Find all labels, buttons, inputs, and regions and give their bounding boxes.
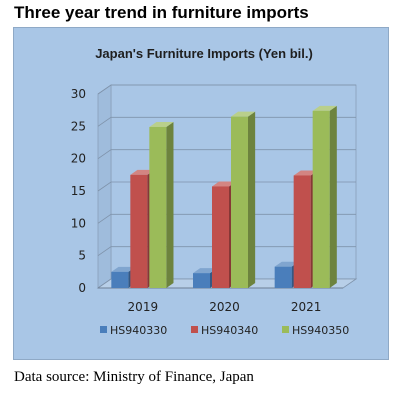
y-tick-label: 20 xyxy=(71,152,86,166)
legend-label: HS940350 xyxy=(292,324,349,337)
bar-top-face xyxy=(312,105,337,111)
legend-label: HS940340 xyxy=(201,324,258,337)
chart-title: Japan's Furniture Imports (Yen bil.) xyxy=(95,46,313,61)
bar-top-face xyxy=(130,169,155,175)
y-tick-label: 0 xyxy=(78,281,86,295)
bar-side-face xyxy=(166,122,174,288)
legend-entry-hs940330: HS940330 xyxy=(100,324,167,337)
bar-top-face xyxy=(149,122,174,127)
y-tick-label: 25 xyxy=(71,119,86,133)
y-tick-label: 10 xyxy=(71,216,86,230)
bar-hs940350-2020 xyxy=(231,111,256,288)
bar-front-face xyxy=(149,126,167,288)
x-tick-label: 2021 xyxy=(291,300,322,314)
bar-top-face xyxy=(293,170,318,176)
bar-top-face xyxy=(231,111,256,117)
y-gridline xyxy=(97,246,356,256)
bar-front-face xyxy=(274,266,292,288)
legend-entry-hs940350: HS940350 xyxy=(282,324,349,337)
bar-top-face xyxy=(111,266,136,272)
page-heading: Three year trend in furniture imports xyxy=(14,3,309,22)
y-gridline xyxy=(97,116,356,127)
bar-side-face xyxy=(248,111,256,288)
bar-front-face xyxy=(293,175,311,288)
bar-front-face xyxy=(193,273,210,288)
legend-swatch xyxy=(282,326,289,333)
bar-hs940350-2019 xyxy=(149,122,174,288)
legend-swatch xyxy=(100,326,107,333)
bar-side-face xyxy=(329,105,337,288)
legend-swatch xyxy=(191,326,198,333)
bar-top-face xyxy=(274,261,299,267)
bar-front-face xyxy=(111,271,129,288)
y-gridline xyxy=(97,181,356,192)
furniture-imports-chart: 0 5 10 15 20 25 30 2019 2020 2021 HS940330 HS9403… xyxy=(71,46,358,337)
legend-label: HS940330 xyxy=(110,324,167,337)
bar-front-face xyxy=(231,116,248,288)
y-gridline xyxy=(97,213,356,224)
y-gridline xyxy=(97,149,356,159)
x-tick-label: 2020 xyxy=(209,300,240,314)
bar-front-face xyxy=(312,110,330,289)
y-tick-label: 5 xyxy=(78,249,86,263)
bar-hs940350-2021 xyxy=(312,105,337,289)
chart-frame: 0 5 10 15 20 25 30 2019 2020 2021 HS940330 HS9403… xyxy=(13,27,389,360)
y-tick-label: 15 xyxy=(71,184,86,198)
bar-front-face xyxy=(212,186,229,288)
x-tick-label: 2019 xyxy=(128,300,159,314)
bar-top-face xyxy=(193,268,218,274)
source-note: Data source: Ministry of Finance, Japan xyxy=(14,369,254,385)
y-tick-label: 30 xyxy=(71,87,86,101)
bar-front-face xyxy=(130,174,148,288)
y-gridline xyxy=(97,84,356,95)
bar-top-face xyxy=(212,181,237,187)
legend-entry-hs940340: HS940340 xyxy=(191,324,258,337)
